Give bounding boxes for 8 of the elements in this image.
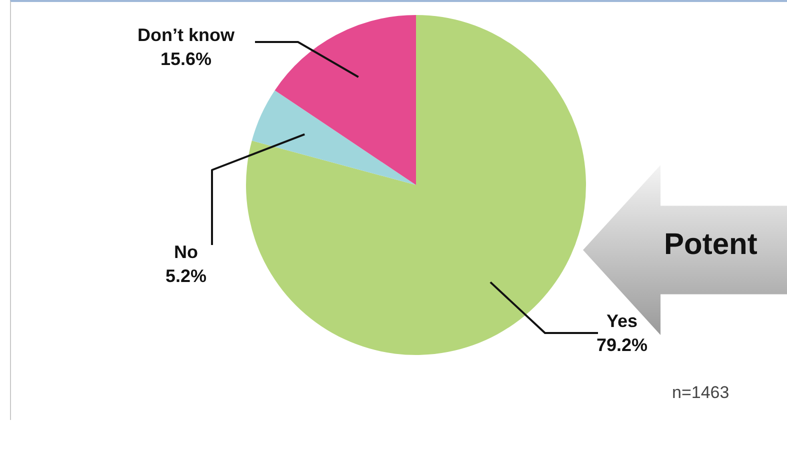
- text: n=1463: [672, 383, 730, 403]
- slice-label: Yes: [606, 310, 638, 331]
- slice-label: No: [174, 242, 198, 262]
- text: Potent: [664, 228, 758, 262]
- data-label: 15.6%: [160, 48, 212, 69]
- slice-label: Don’t know: [138, 24, 236, 45]
- data-label: 5.2%: [165, 266, 207, 286]
- data-label: 79.2%: [596, 334, 648, 355]
